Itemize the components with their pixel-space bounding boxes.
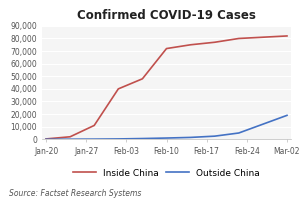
Outside China <box>189 136 192 139</box>
Inside China <box>44 138 48 140</box>
Inside China <box>213 41 217 43</box>
Outside China <box>116 138 120 140</box>
Inside China <box>141 78 144 80</box>
Inside China <box>92 124 96 127</box>
Outside China <box>165 137 168 139</box>
Inside China <box>68 136 72 138</box>
Inside China <box>189 44 192 46</box>
Legend: Inside China, Outside China: Inside China, Outside China <box>73 169 260 178</box>
Inside China <box>261 36 265 38</box>
Outside China <box>44 138 48 140</box>
Line: Outside China: Outside China <box>46 115 287 139</box>
Inside China <box>116 88 120 90</box>
Outside China <box>141 137 144 140</box>
Outside China <box>213 135 217 137</box>
Outside China <box>68 138 72 140</box>
Line: Inside China: Inside China <box>46 36 287 139</box>
Title: Confirmed COVID-19 Cases: Confirmed COVID-19 Cases <box>77 9 256 22</box>
Inside China <box>165 47 168 50</box>
Inside China <box>237 37 241 40</box>
Text: Source: Factset Research Systems: Source: Factset Research Systems <box>9 189 141 198</box>
Outside China <box>285 114 289 117</box>
Outside China <box>237 132 241 134</box>
Outside China <box>261 123 265 125</box>
Inside China <box>285 35 289 37</box>
Outside China <box>92 138 96 140</box>
